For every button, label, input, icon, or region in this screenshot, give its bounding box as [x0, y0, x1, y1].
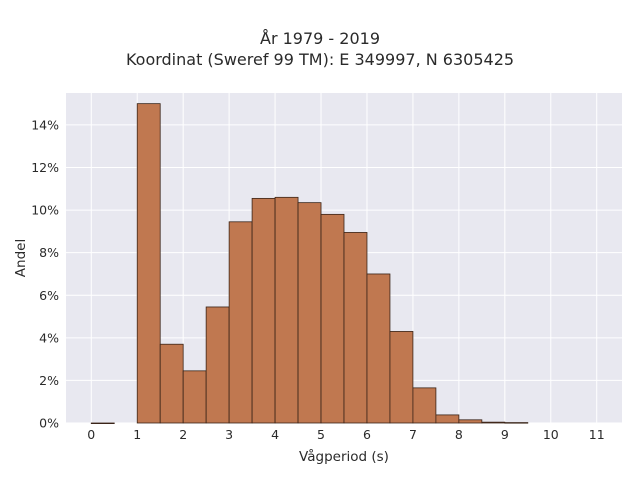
- y-tick-label: 0%: [39, 416, 59, 431]
- histogram-bar: [297, 202, 322, 424]
- y-tick-label: 4%: [39, 330, 59, 345]
- x-tick-label: 2: [179, 427, 187, 442]
- histogram-bar: [389, 331, 414, 424]
- chart-title: År 1979 - 2019 Koordinat (Sweref 99 TM):…: [0, 28, 640, 70]
- histogram-bar: [343, 232, 368, 424]
- histogram-bar: [228, 221, 253, 424]
- histogram-bar: [504, 422, 529, 424]
- histogram-bar: [320, 213, 345, 424]
- x-tick-label: 8: [455, 427, 463, 442]
- histogram-bar: [251, 197, 276, 424]
- bar-layer: [90, 103, 529, 425]
- chart-subtitle-line: Koordinat (Sweref 99 TM): E 349997, N 63…: [125, 50, 515, 69]
- x-tick-label: 9: [501, 427, 509, 442]
- tick-layer: 0 1 2 3 4 5 6 7 8 9 10 11 0% 2% 4% 6% 8% 10% 12% 14%: [31, 117, 604, 442]
- x-tick-label: 6: [363, 427, 371, 442]
- y-tick-label: 12%: [31, 160, 59, 175]
- histogram-bar: [458, 419, 483, 424]
- histogram-bar: [182, 370, 207, 424]
- x-tick-label: 10: [543, 427, 559, 442]
- y-tick-label: 14%: [31, 117, 59, 132]
- y-tick-label: 8%: [39, 245, 59, 260]
- histogram-bar: [90, 422, 115, 425]
- chart-title-line: År 1979 - 2019: [260, 29, 380, 48]
- y-tick-label: 2%: [39, 373, 59, 388]
- histogram-bar: [205, 306, 230, 424]
- histogram-bar: [159, 343, 184, 424]
- x-tick-label: 5: [317, 427, 325, 442]
- histogram-bar: [481, 421, 506, 424]
- x-tick-label: 11: [589, 427, 605, 442]
- x-axis-label: Vågperiod (s): [299, 448, 389, 465]
- y-axis-label: Andel: [13, 239, 29, 277]
- histogram-bar: [435, 414, 460, 424]
- histogram-bar: [412, 387, 437, 424]
- histogram-bar: [366, 273, 391, 424]
- y-tick-label: 6%: [39, 288, 59, 303]
- x-tick-label: 1: [133, 427, 141, 442]
- x-tick-label: 0: [87, 427, 95, 442]
- histogram-bar: [274, 196, 299, 424]
- histogram-bar: [136, 103, 161, 424]
- x-tick-label: 7: [409, 427, 417, 442]
- x-tick-label: 3: [225, 427, 233, 442]
- y-tick-label: 10%: [31, 203, 59, 218]
- x-tick-label: 4: [271, 427, 279, 442]
